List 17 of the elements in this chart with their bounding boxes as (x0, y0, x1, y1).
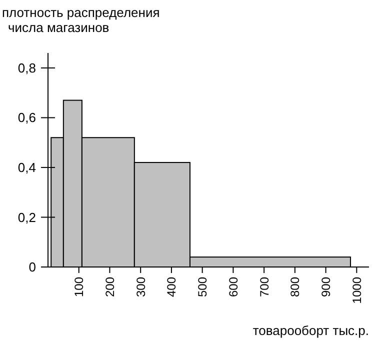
x-tick-label: 100 (72, 276, 86, 298)
x-tick-label: 800 (288, 276, 302, 298)
y-tick-label: 0,2 (18, 210, 36, 225)
x-tick-label: 300 (134, 276, 148, 298)
x-tick-label: 400 (164, 276, 179, 298)
x-tick-label: 500 (196, 276, 210, 298)
y-axis-title: плотность распределения числа магазинов (2, 5, 160, 35)
y-tick-label: 0 (28, 260, 36, 275)
x-axis-title: товарооборт тыс.р. (252, 323, 369, 338)
y-tick-label: 0,4 (18, 160, 36, 176)
y-tick-label: 0,8 (18, 60, 36, 76)
x-tick-label: 600 (226, 276, 240, 298)
x-tick-label: 1000 (350, 276, 364, 304)
x-tick-label: 900 (318, 276, 333, 298)
x-tick-label: 200 (102, 276, 117, 298)
x-tick-label: 700 (257, 276, 272, 298)
y-tick-label: 0,6 (18, 110, 36, 126)
